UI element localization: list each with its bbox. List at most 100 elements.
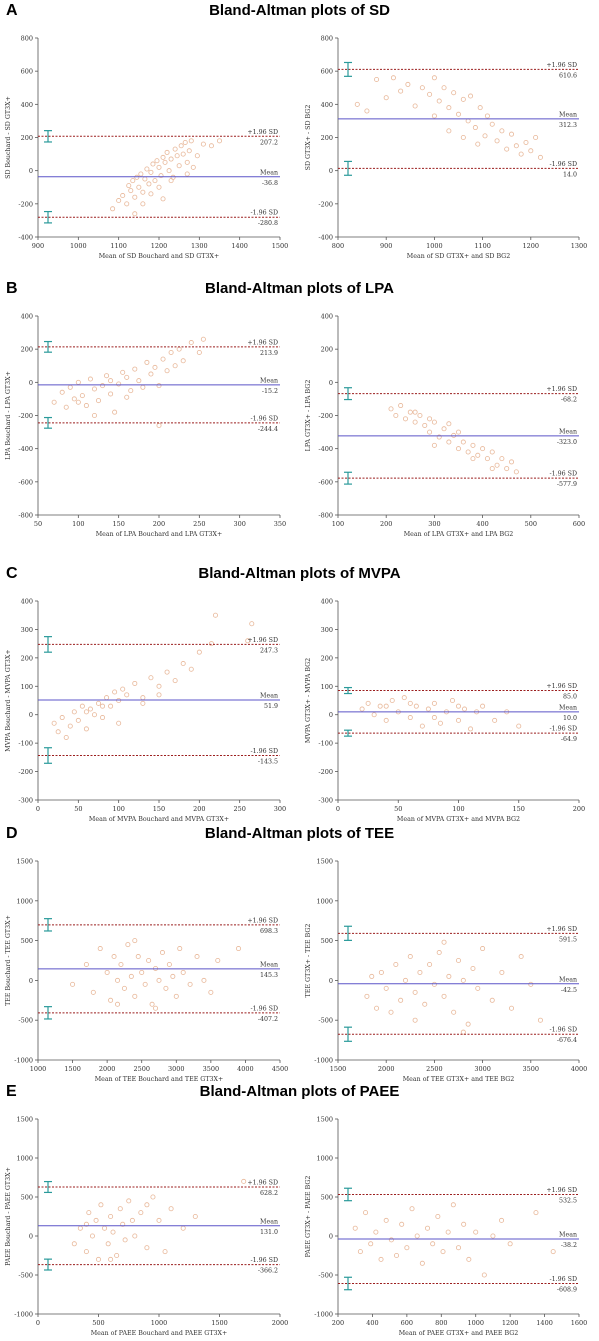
y-tick-label: 300 xyxy=(21,626,33,634)
data-point xyxy=(75,717,81,723)
x-tick-label: 2000 xyxy=(99,1065,116,1073)
y-tick-label: 400 xyxy=(321,101,333,109)
data-point xyxy=(494,462,500,468)
x-tick-label: 3500 xyxy=(523,1065,540,1073)
data-point xyxy=(149,1001,155,1007)
data-point xyxy=(383,985,389,991)
mean-value: -323.0 xyxy=(557,439,577,446)
upper-limit-label: +1.96 SD xyxy=(546,683,577,690)
lower-limit-value: -280.8 xyxy=(258,220,278,227)
y-tick-label: 500 xyxy=(321,1194,333,1202)
data-point xyxy=(129,1217,135,1223)
data-point xyxy=(132,938,138,944)
data-point xyxy=(201,977,207,983)
data-point xyxy=(96,1256,102,1262)
data-point xyxy=(128,973,134,979)
lower-limit-label: -1.96 SD xyxy=(250,415,278,422)
x-tick-label: 1300 xyxy=(191,242,208,250)
data-point xyxy=(120,193,126,199)
data-point xyxy=(124,692,130,698)
data-point xyxy=(144,359,150,365)
data-point xyxy=(83,961,89,967)
data-point xyxy=(446,973,452,979)
data-point xyxy=(389,698,395,704)
mean-label: Mean xyxy=(559,428,577,435)
y-tick-label: -1000 xyxy=(314,1057,333,1065)
x-tick-label: 1600 xyxy=(571,1319,588,1327)
data-point xyxy=(116,381,122,387)
data-point xyxy=(412,409,418,415)
x-tick-label: 600 xyxy=(401,1319,413,1327)
mean-value: -38.2 xyxy=(561,1242,577,1249)
panel-letter: E xyxy=(6,1083,17,1100)
panel-letter: C xyxy=(6,565,18,582)
data-point xyxy=(404,1245,410,1251)
lower-limit-label: -1.96 SD xyxy=(549,1276,577,1283)
data-point xyxy=(194,153,200,159)
x-tick-label: 400 xyxy=(366,1319,378,1327)
y-tick-label: 400 xyxy=(21,313,33,321)
data-point xyxy=(460,439,466,445)
data-point xyxy=(140,695,146,701)
data-point xyxy=(405,81,411,87)
x-tick-label: 1300 xyxy=(571,242,588,250)
y-tick-label: 0 xyxy=(29,711,33,719)
upper-limit-value: -68.2 xyxy=(561,397,577,404)
y-tick-label: 800 xyxy=(21,35,33,43)
data-point xyxy=(451,1009,457,1015)
panel-c: C Bland-Altman plots of MVPA -300 -200 -10… xyxy=(0,563,599,825)
data-point xyxy=(132,211,138,217)
data-point xyxy=(431,442,437,448)
data-point xyxy=(130,178,136,184)
data-point xyxy=(513,469,519,475)
data-point xyxy=(480,946,486,952)
data-point xyxy=(135,954,141,960)
data-point xyxy=(419,85,425,91)
data-point xyxy=(427,416,433,422)
upper-limit-value: 207.2 xyxy=(260,139,278,146)
data-point xyxy=(116,720,122,726)
data-point xyxy=(470,965,476,971)
data-point xyxy=(158,173,164,179)
x-tick-label: 250 xyxy=(233,805,245,813)
data-point xyxy=(192,1214,198,1220)
y-tick-label: 1000 xyxy=(316,897,333,905)
data-point xyxy=(363,1210,369,1216)
y-tick-label: 200 xyxy=(321,346,333,354)
x-tick-label: 900 xyxy=(380,242,392,250)
data-point xyxy=(468,726,474,732)
data-point xyxy=(441,85,447,91)
x-tick-label: 100 xyxy=(332,520,344,528)
x-tick-label: 1000 xyxy=(426,242,443,250)
data-point xyxy=(394,1252,400,1258)
data-point xyxy=(184,171,190,177)
y-tick-label: -500 xyxy=(18,1017,33,1025)
y-tick-label: 0 xyxy=(29,977,33,985)
data-point xyxy=(383,703,389,709)
x-tick-label: 1500 xyxy=(272,242,289,250)
y-tick-label: 0 xyxy=(329,167,333,175)
data-point xyxy=(431,700,437,706)
x-axis-label: Mean of TEE GT3X+ and TEE BG2 xyxy=(403,1076,515,1083)
data-point xyxy=(159,950,165,956)
data-point xyxy=(83,403,89,409)
data-point xyxy=(110,1229,116,1235)
data-point xyxy=(132,680,138,686)
data-point xyxy=(407,954,413,960)
panel-letter: A xyxy=(6,2,18,19)
data-point xyxy=(473,1229,479,1235)
lower-limit-label: -1.96 SD xyxy=(250,1257,278,1264)
data-point xyxy=(455,958,461,964)
data-point xyxy=(138,1210,144,1216)
mean-label: Mean xyxy=(260,169,278,176)
mean-label: Mean xyxy=(260,1218,278,1225)
data-point xyxy=(455,429,461,435)
y-axis-label: SD Bouchard - SD GT3X+ xyxy=(5,96,12,179)
data-point xyxy=(128,188,134,194)
data-point xyxy=(489,449,495,455)
data-point xyxy=(180,151,186,157)
data-point xyxy=(59,715,65,721)
data-point xyxy=(83,709,89,715)
x-tick-label: 150 xyxy=(112,520,124,528)
x-tick-label: 2000 xyxy=(272,1319,289,1327)
